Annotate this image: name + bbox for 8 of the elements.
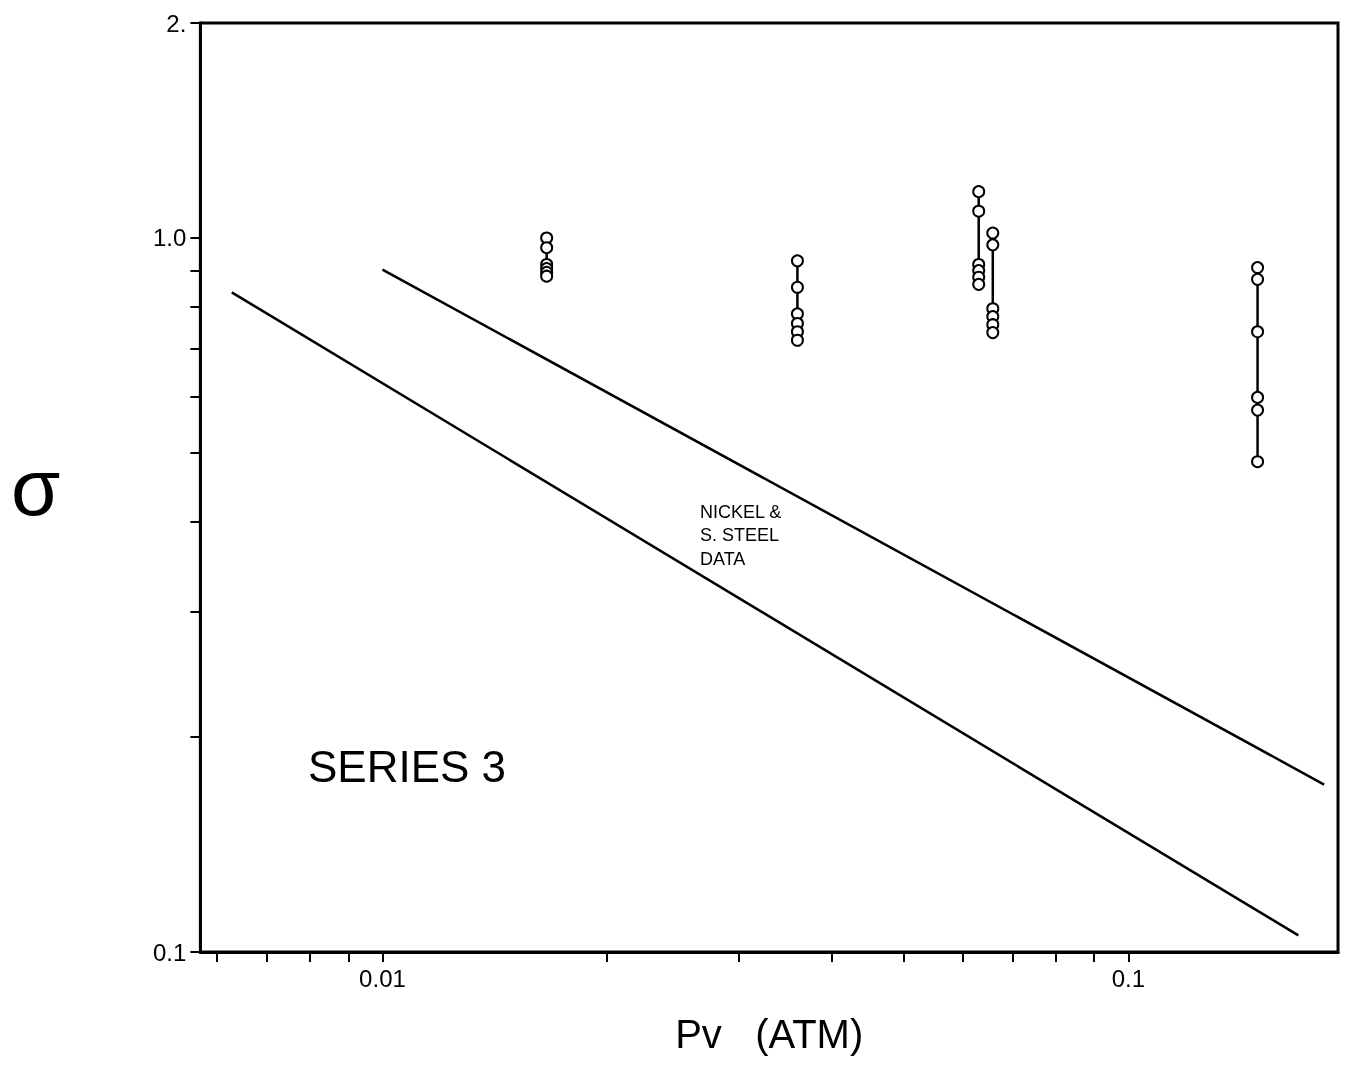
- y-axis-title: σ: [11, 443, 61, 532]
- y-tick-label: 0.1: [153, 938, 187, 966]
- annotation: SERIES 3: [308, 742, 507, 792]
- x-axis-title: Pv (ATM): [675, 1012, 864, 1056]
- y-tick-label: 1.0: [153, 224, 187, 252]
- x-tick-label: 0.01: [359, 964, 406, 992]
- annotation: NICKEL & S. STEEL DATA: [700, 501, 787, 569]
- y-tick-label: 2.: [166, 9, 187, 37]
